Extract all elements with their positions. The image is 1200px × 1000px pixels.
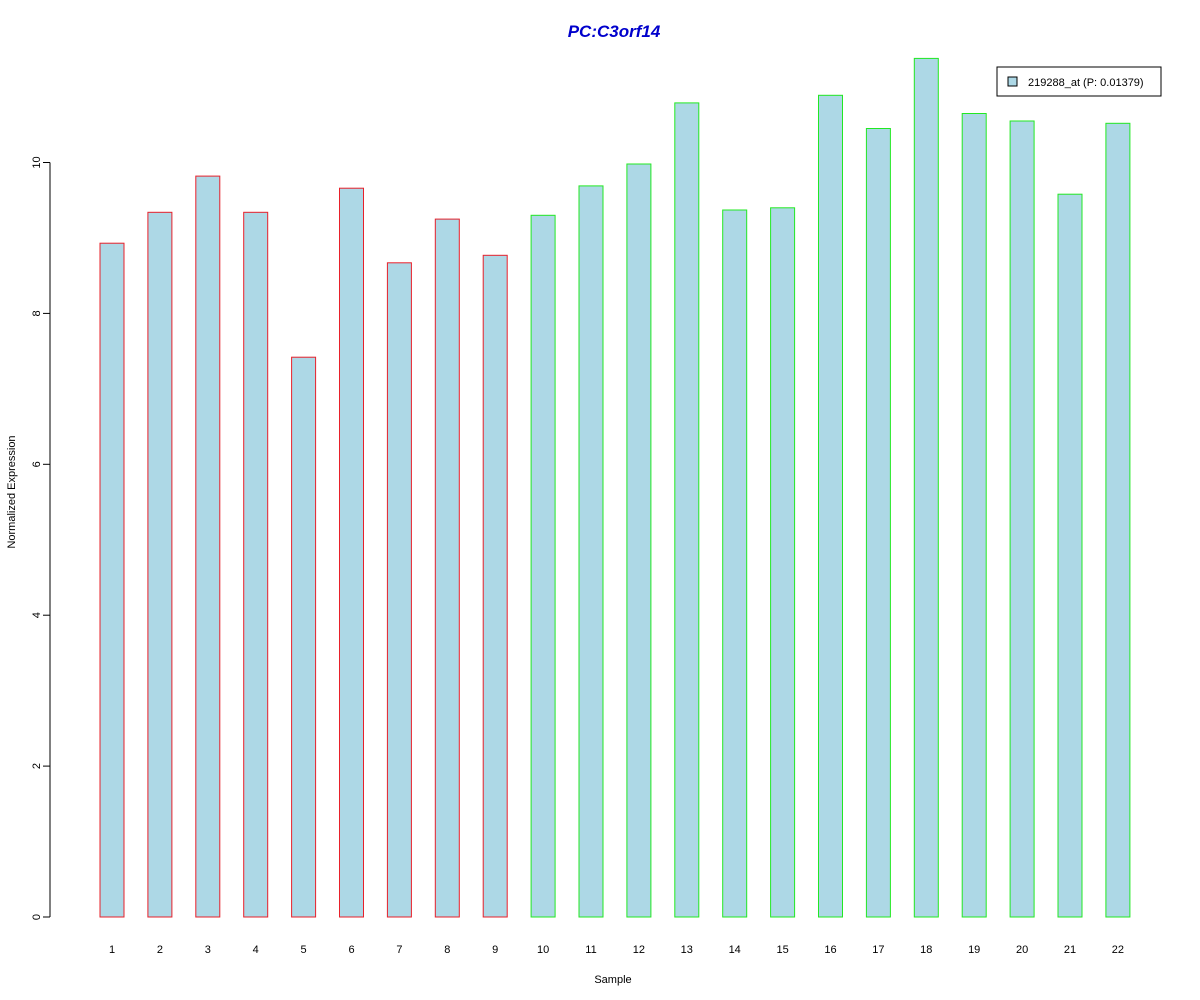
x-tick-label: 11 <box>585 944 596 956</box>
bar-sample-9 <box>482 254 508 918</box>
y-axis: 0 2 4 6 8 10 <box>31 156 51 920</box>
bar-sample-11 <box>578 185 604 918</box>
bar-sample-8 <box>434 218 460 918</box>
bar-sample-14 <box>722 209 748 918</box>
bar-sample-19 <box>961 113 987 918</box>
bar-sample-22 <box>1105 122 1131 918</box>
legend-box <box>996 66 1162 97</box>
bar-sample-4 <box>243 211 269 918</box>
x-tick-label: 16 <box>824 944 836 956</box>
x-tick-label: 19 <box>968 944 980 956</box>
x-tick-label: 13 <box>681 944 693 956</box>
x-tick-label: 9 <box>492 944 498 956</box>
bar-sample-12 <box>626 163 652 918</box>
bar-sample-7 <box>386 262 412 918</box>
bar-sample-1 <box>99 242 125 918</box>
y-tick-label: 4 <box>31 612 43 618</box>
x-tick-label: 17 <box>872 944 884 956</box>
bar-sample-5 <box>291 356 317 918</box>
x-tick-label: 14 <box>729 944 741 956</box>
bar-sample-2 <box>147 211 173 918</box>
bar-sample-20 <box>1009 120 1035 918</box>
x-tick-labels: 1 2 3 4 5 6 7 8 9 10 11 12 13 14 15 16 17 18 19 20 21 22 <box>109 944 1124 956</box>
bar-sample-3 <box>195 175 221 918</box>
x-axis-label: Sample <box>594 974 631 986</box>
chart-title: PC:C3orf14 <box>568 22 661 41</box>
x-tick-label: 7 <box>396 944 402 956</box>
x-tick-label: 6 <box>348 944 354 956</box>
x-tick-label: 1 <box>109 944 115 956</box>
y-tick-label: 2 <box>31 763 43 769</box>
x-tick-label: 8 <box>444 944 450 956</box>
y-axis-label: Normalized Expression <box>6 435 18 548</box>
legend-swatch <box>1007 76 1018 87</box>
legend-label: 219288_at (P: 0.01379) <box>1028 77 1144 89</box>
y-tick-label: 8 <box>31 310 43 316</box>
x-tick-label: 15 <box>776 944 788 956</box>
x-tick-label: 21 <box>1064 944 1076 956</box>
y-tick-label: 6 <box>31 461 43 467</box>
x-tick-label: 20 <box>1016 944 1028 956</box>
y-tick-label: 10 <box>31 156 43 168</box>
bar-sample-13 <box>674 102 700 918</box>
bars <box>99 57 1131 918</box>
x-tick-label: 18 <box>920 944 932 956</box>
x-tick-label: 3 <box>205 944 211 956</box>
x-tick-label: 2 <box>157 944 163 956</box>
legend: 219288_at (P: 0.01379) <box>996 66 1162 97</box>
x-tick-label: 10 <box>537 944 549 956</box>
x-tick-label: 22 <box>1112 944 1124 956</box>
x-tick-label: 12 <box>633 944 645 956</box>
y-tick-label: 0 <box>31 914 43 920</box>
bar-sample-10 <box>530 214 556 918</box>
bar-sample-21 <box>1057 193 1083 918</box>
bar-sample-17 <box>865 128 891 918</box>
bar-sample-16 <box>818 94 843 918</box>
bar-sample-6 <box>339 187 364 918</box>
x-tick-label: 5 <box>301 944 307 956</box>
bar-sample-15 <box>770 207 796 918</box>
bar-sample-18 <box>913 57 939 918</box>
x-tick-label: 4 <box>253 944 259 956</box>
